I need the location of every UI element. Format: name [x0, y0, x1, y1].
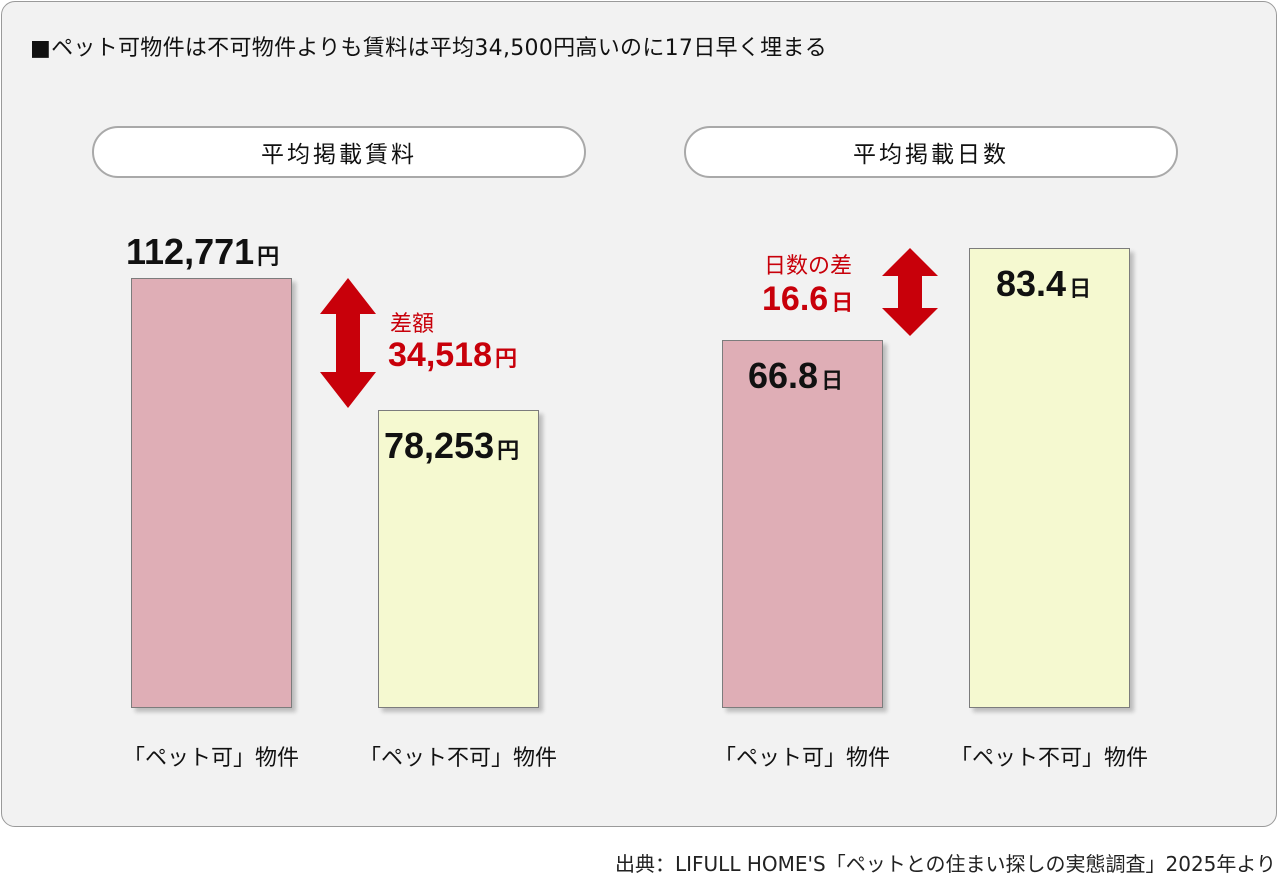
days-value-pet-ok: 66.8: [748, 355, 819, 396]
rent-chart-title: 平均掲載賃料: [261, 142, 417, 168]
days-difference-unit: 日: [831, 291, 854, 316]
days-difference-label: 日数の差: [764, 254, 853, 279]
rent-bar-pet-ok: [131, 278, 292, 708]
days-bar-pet-ng: [969, 248, 1130, 708]
days-difference-value: 16.6: [762, 280, 829, 318]
rent-difference-value: 34,518: [388, 336, 492, 374]
rent-value-pet-ng: 78,253: [384, 425, 495, 466]
days-difference-arrow-icon: [882, 248, 938, 336]
rent-value-label-pet-ok: 112,771 円: [126, 234, 279, 270]
rent-category-pet-ok: 「ペット可」物件: [122, 746, 300, 771]
days-bar-pet-ok: [722, 340, 883, 708]
rent-value-pet-ok: 112,771: [126, 231, 255, 272]
rent-bar-pet-ng: [378, 410, 539, 708]
rent-difference-arrow-icon: [320, 278, 376, 408]
days-value-label-pet-ok: 66.8 日: [748, 358, 843, 394]
days-category-pet-ok: 「ペット可」物件: [713, 746, 891, 771]
chart-panel: ■ペット可物件は不可物件よりも賃料は平均34,500円高いのに17日早く埋まる …: [1, 1, 1277, 827]
days-value-label-pet-ng: 83.4 日: [996, 266, 1091, 302]
days-chart-title: 平均掲載日数: [853, 142, 1009, 168]
days-chart-header: 平均掲載日数: [684, 126, 1178, 178]
days-unit-pet-ok: 日: [821, 369, 844, 394]
days-difference-value-label: 16.6 日: [762, 282, 853, 316]
rent-difference-unit: 円: [495, 347, 518, 372]
rent-chart-header: 平均掲載賃料: [92, 126, 586, 178]
days-unit-pet-ng: 日: [1069, 277, 1092, 302]
rent-unit-pet-ok: 円: [257, 245, 280, 270]
rent-difference-label: 差額: [390, 312, 435, 337]
chart-title: ■ペット可物件は不可物件よりも賃料は平均34,500円高いのに17日早く埋まる: [30, 36, 828, 61]
source-note: 出典：LIFULL HOME'S「ペットとの住まい探しの実態調査」2025年より: [615, 852, 1276, 876]
rent-category-pet-ng: 「ペット不可」物件: [358, 746, 558, 771]
rent-difference-value-label: 34,518 円: [388, 338, 517, 372]
days-category-pet-ng: 「ペット不可」物件: [949, 746, 1149, 771]
rent-unit-pet-ng: 円: [497, 439, 520, 464]
rent-value-label-pet-ng: 78,253 円: [384, 428, 519, 464]
days-value-pet-ng: 83.4: [996, 263, 1067, 304]
